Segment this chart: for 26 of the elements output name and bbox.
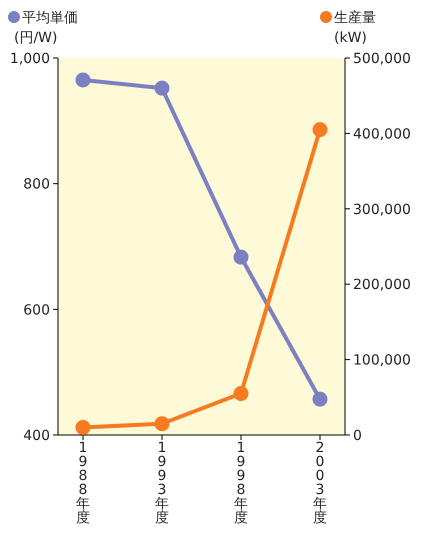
point xyxy=(154,80,170,96)
y-axis-title: (円/W) xyxy=(14,30,58,46)
point xyxy=(312,392,328,407)
y2-tick-label: 400,000 xyxy=(353,126,411,142)
y2-tick-label: 100,000 xyxy=(353,352,411,369)
y-tick-label: 600 xyxy=(23,302,50,318)
y2-tick-label: 200,000 xyxy=(353,277,411,294)
point xyxy=(234,250,248,265)
point xyxy=(76,420,90,435)
y-tick-label: 800 xyxy=(23,176,50,193)
x-tick-label: 1998年度 xyxy=(234,440,248,526)
x-tick-label: 2003年度 xyxy=(313,440,327,526)
x-tick-label: 1993年度 xyxy=(155,440,169,526)
y2-tick-label: 500,000 xyxy=(353,51,411,67)
y2-tick-label: 300,000 xyxy=(353,202,411,218)
y2-tick-label: 0 xyxy=(353,428,362,444)
point xyxy=(154,416,170,432)
x-tick-label: 1988年度 xyxy=(76,440,90,526)
y-tick-label: 1,000 xyxy=(10,51,50,67)
y2-axis-title: (kW) xyxy=(334,30,367,46)
legend-label: 生産量 xyxy=(334,10,376,26)
point xyxy=(76,72,90,88)
legend-label: 平均単価 xyxy=(22,10,78,26)
y-tick-label: 400 xyxy=(23,428,50,444)
point xyxy=(312,122,328,138)
point xyxy=(234,386,248,402)
